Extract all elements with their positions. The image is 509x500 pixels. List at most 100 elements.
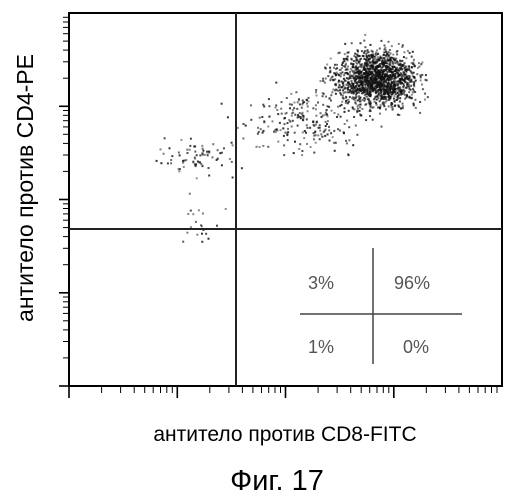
event-dot (303, 137, 305, 139)
event-dot (321, 116, 323, 118)
event-dot (335, 84, 337, 86)
event-dot (299, 103, 301, 105)
event-dot (306, 103, 308, 105)
event-dot (349, 96, 351, 98)
event-dot (402, 83, 404, 85)
event-dot (275, 82, 277, 84)
event-dot (348, 126, 350, 128)
event-dot (392, 62, 394, 64)
event-dot (405, 69, 407, 71)
event-dot (406, 66, 408, 68)
event-dot (287, 131, 289, 133)
event-dot (286, 97, 288, 99)
event-dot (351, 88, 353, 90)
event-dot (315, 91, 317, 93)
event-dot (353, 116, 355, 118)
event-dot (340, 94, 342, 96)
event-dot (353, 92, 355, 94)
event-dot (284, 117, 286, 119)
event-dot (400, 108, 402, 110)
event-dot (405, 81, 407, 83)
event-dot (356, 134, 358, 136)
event-dot (368, 100, 370, 102)
event-dot (382, 62, 384, 64)
event-dot (291, 115, 293, 117)
event-dot (358, 104, 360, 106)
event-dot (356, 111, 358, 113)
event-dot (347, 56, 349, 58)
event-dot (425, 74, 427, 76)
event-dot (367, 74, 369, 76)
event-dot (401, 78, 403, 80)
event-dot (357, 68, 359, 70)
event-dot (341, 87, 343, 89)
event-dot (342, 95, 344, 97)
event-dot (391, 45, 393, 47)
event-dot (353, 98, 355, 100)
event-dot (345, 80, 347, 82)
event-dot (202, 153, 204, 155)
event-dot (369, 103, 371, 105)
event-dot (363, 55, 365, 57)
event-dot (374, 87, 376, 89)
event-dot (167, 162, 169, 164)
event-dot (391, 102, 393, 104)
event-dot (337, 114, 339, 116)
event-dot (396, 50, 398, 52)
x-axis-ticks (69, 386, 497, 398)
event-dot (411, 94, 413, 96)
event-dot (345, 140, 347, 142)
event-dot (315, 89, 317, 91)
event-dot (196, 177, 198, 179)
event-dot (334, 112, 336, 114)
event-dot (361, 50, 363, 52)
event-dot (329, 67, 331, 69)
event-dot (269, 115, 271, 117)
event-dot (315, 142, 317, 144)
event-dot (346, 142, 348, 144)
event-dot (383, 52, 385, 54)
event-dot (322, 78, 324, 80)
event-dot (413, 59, 415, 61)
event-dot (283, 144, 285, 146)
event-dot (349, 74, 351, 76)
event-dot (382, 102, 384, 104)
percent-lower-right: 0% (403, 337, 429, 357)
event-dot (362, 81, 364, 83)
event-dot (345, 100, 347, 102)
event-dot (259, 146, 261, 148)
event-dot (364, 81, 366, 83)
event-dot (356, 82, 358, 84)
percent-upper-left: 3% (308, 273, 334, 293)
event-dot (212, 143, 214, 145)
event-dot (413, 104, 415, 106)
event-dot (182, 162, 184, 164)
event-dot (379, 82, 381, 84)
event-dot (421, 61, 423, 63)
event-dot (169, 147, 171, 149)
event-dot (337, 52, 339, 54)
event-dot (229, 158, 231, 160)
event-dot (375, 91, 377, 93)
event-dot (353, 75, 355, 77)
event-dot (312, 107, 314, 109)
event-dot (349, 71, 351, 73)
event-dot (418, 62, 420, 64)
event-dot (288, 119, 290, 121)
event-dot (331, 110, 333, 112)
event-dot (276, 128, 278, 130)
event-dot (388, 97, 390, 99)
event-dot (419, 112, 421, 114)
event-dot (242, 138, 244, 140)
event-dot (361, 108, 363, 110)
event-dot (201, 233, 203, 235)
event-dot (343, 78, 345, 80)
event-dot (325, 78, 327, 80)
event-dot (364, 34, 366, 36)
event-dot (385, 85, 387, 87)
event-dot (258, 131, 260, 133)
event-dot (411, 62, 413, 64)
event-dot (328, 98, 330, 100)
event-dot (401, 46, 403, 48)
event-dot (194, 151, 196, 153)
